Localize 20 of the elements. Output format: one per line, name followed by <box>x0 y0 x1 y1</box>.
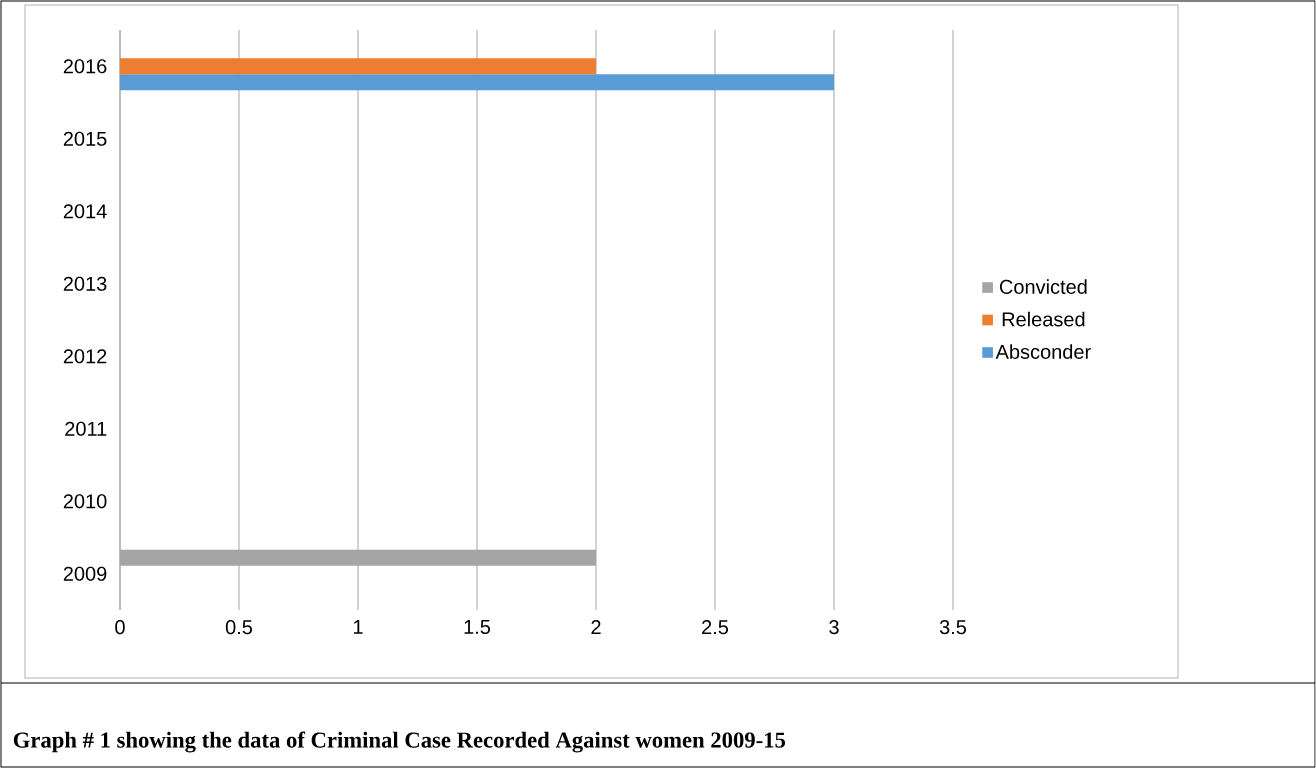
legend-label: Released <box>1002 311 1085 327</box>
legend-label: Absconder <box>995 344 1091 359</box>
x-tick-label: 2.5 <box>702 620 729 635</box>
text: Graph # 1 showing the data of Criminal Case Recorded Against women 2009-15 <box>13 731 786 753</box>
x-tick-label: 1 <box>353 620 363 634</box>
y-tick-label: 2009 <box>63 566 107 581</box>
y-tick-label: 2012 <box>63 349 107 364</box>
y-tick-label: 2014 <box>63 204 107 219</box>
y-tick-label: 2015 <box>63 131 107 146</box>
y-tick-label: 2013 <box>63 276 107 291</box>
y-tick-label: 2010 <box>63 494 107 509</box>
y-tick-label: 2016 <box>63 59 107 74</box>
x-tick-label: 2 <box>591 620 601 635</box>
x-tick-label: 0 <box>115 620 125 635</box>
x-tick-label: 3.5 <box>939 620 967 635</box>
x-tick-label: 3 <box>829 620 839 635</box>
x-tick-label: 0.5 <box>225 620 253 635</box>
x-tick-label: 1.5 <box>464 620 491 634</box>
legend-label: Convicted <box>999 279 1087 294</box>
y-tick-label: 2011 <box>65 421 107 436</box>
